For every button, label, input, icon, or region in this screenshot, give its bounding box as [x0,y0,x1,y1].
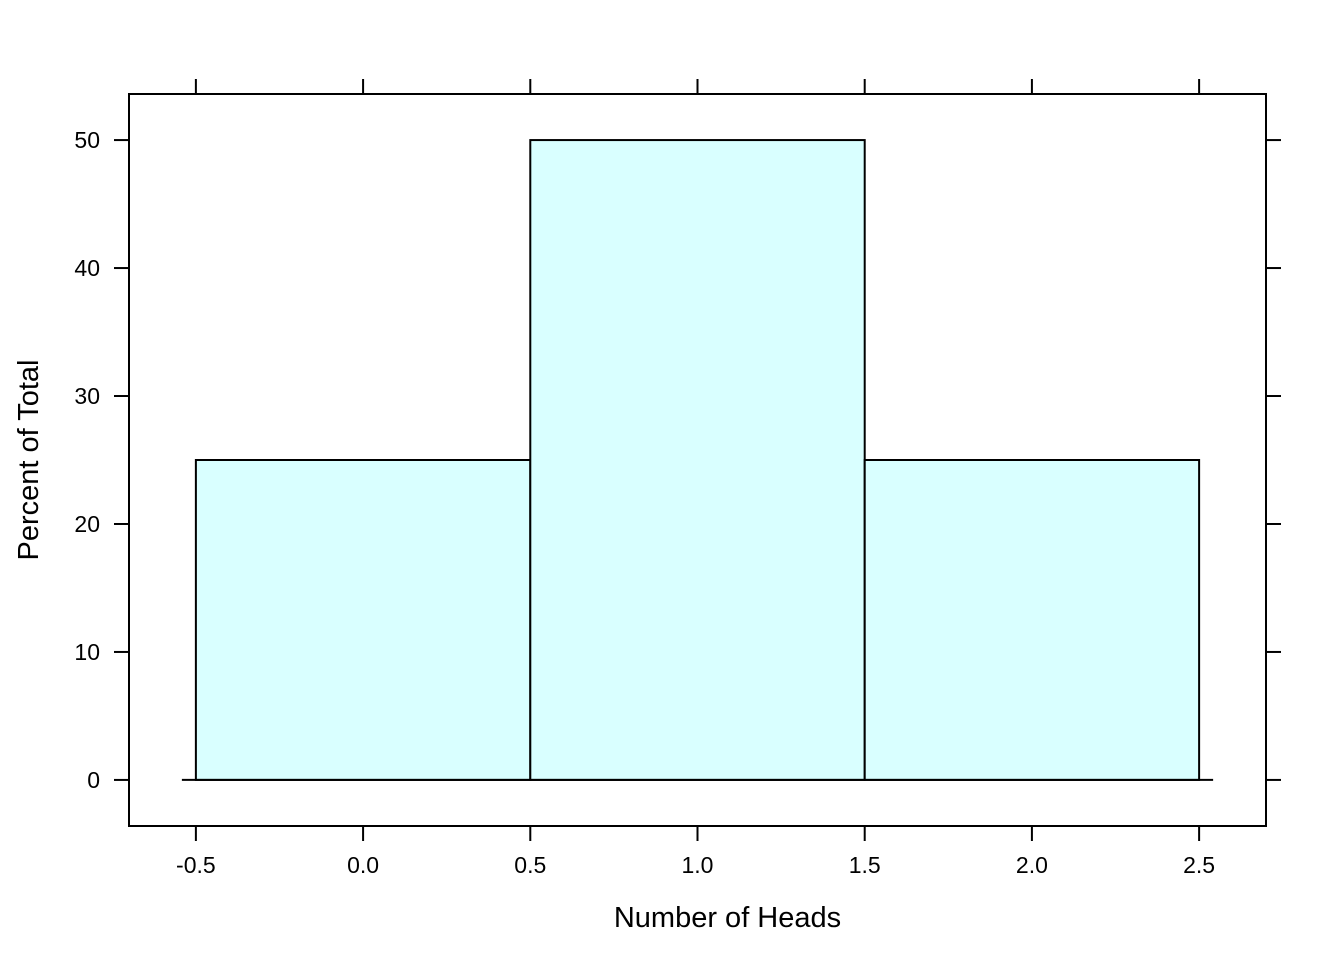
y-tick-label-2: 20 [74,511,100,537]
x-axis-title: Number of Heads [614,902,841,934]
y-tick-label-5: 50 [74,127,100,153]
y-tick-label-0: 0 [87,767,100,793]
x-tick-label-4: 1.5 [849,852,881,878]
x-tick-label-3: 1.0 [682,852,714,878]
x-axis: -0.5 0.0 0.5 1.0 1.5 2.0 2.5 [176,79,1215,878]
y-tick-label-1: 10 [74,639,100,665]
x-tick-label-5: 2.0 [1016,852,1048,878]
x-tick-label-6: 2.5 [1183,852,1215,878]
y-axis: 0 10 20 30 40 50 [74,127,1281,793]
y-tick-label-3: 30 [74,383,100,409]
x-tick-label-0: -0.5 [176,852,216,878]
x-tick-label-1: 0.0 [347,852,379,878]
histogram-bar-2 [863,459,1201,781]
histogram-bar-1 [529,139,866,781]
bars-layer [194,139,1201,781]
y-axis-title: Percent of Total [13,360,45,561]
x-tick-label-2: 0.5 [514,852,546,878]
histogram-bar-0 [194,459,532,781]
y-tick-label-4: 40 [74,255,100,281]
